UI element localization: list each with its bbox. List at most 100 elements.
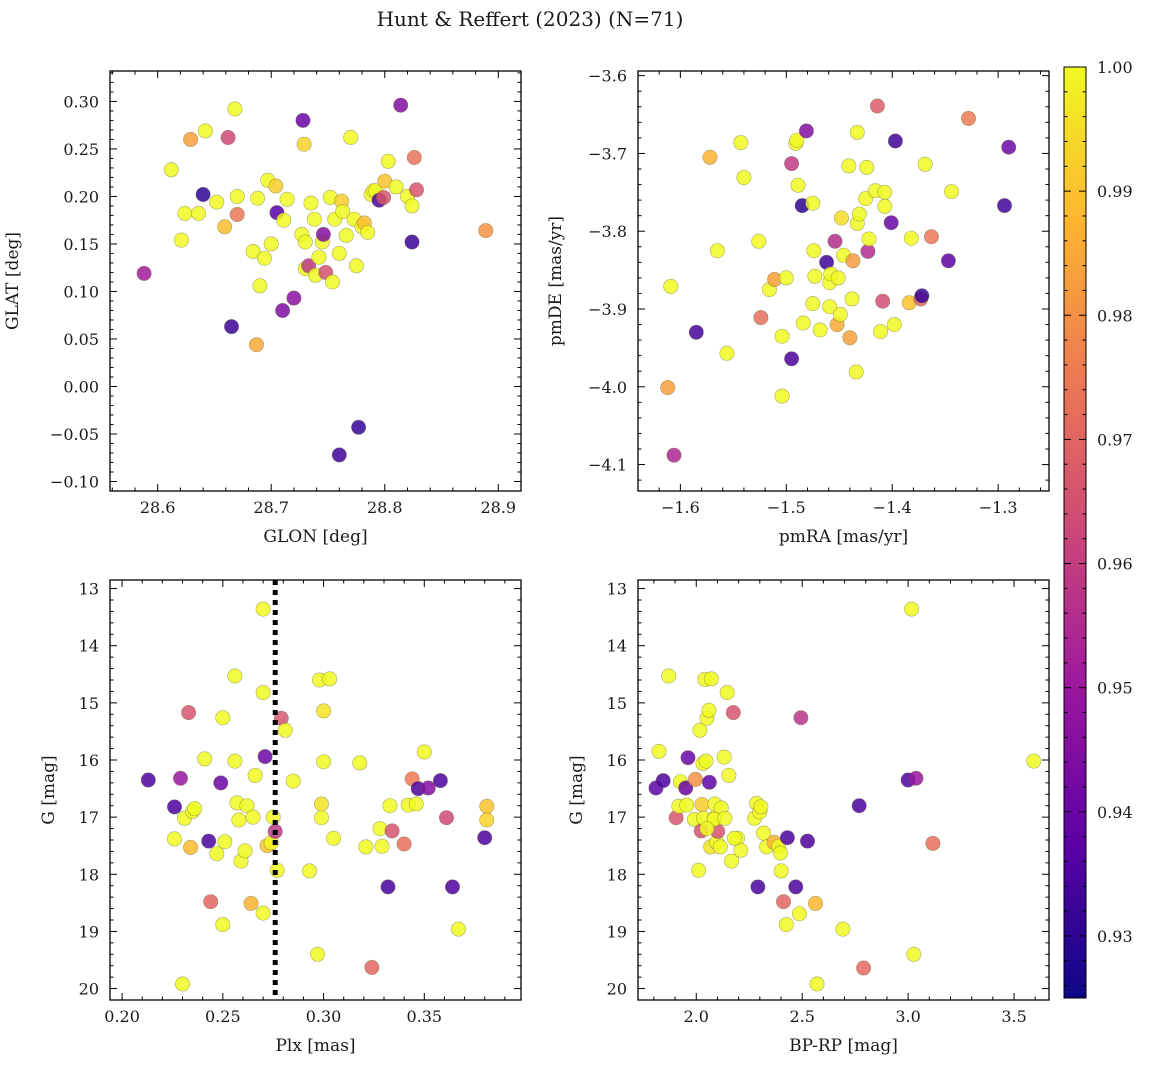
data-point [227, 101, 243, 117]
data-point [856, 960, 872, 976]
y-tick-label: 13 [79, 580, 99, 599]
data-point [678, 780, 694, 796]
data-point [227, 753, 243, 769]
axes-frame [109, 70, 522, 492]
colorbar-gradient-bar [1063, 66, 1087, 999]
y-tick-label: 0.25 [63, 140, 99, 159]
data-point [250, 190, 266, 206]
data-point [712, 839, 728, 855]
data-point [848, 364, 864, 380]
y-tick-label: −3.8 [588, 222, 627, 241]
data-point [255, 601, 271, 617]
scatter-points [648, 601, 1042, 992]
data-point [660, 380, 676, 396]
y-tick-label: 18 [79, 865, 99, 884]
data-point [187, 801, 203, 817]
data-point [276, 212, 292, 228]
plot-area [638, 580, 1049, 1000]
data-point [209, 194, 225, 210]
data-point [778, 917, 794, 933]
y-tick-label: −4.1 [588, 456, 627, 475]
scatter-points [660, 98, 1017, 463]
data-point [313, 796, 329, 812]
colorbar-tick-label: 0.98 [1097, 306, 1133, 325]
y-tick-label: 16 [607, 751, 627, 770]
data-point [726, 830, 742, 846]
data-point [822, 299, 838, 315]
data-point [996, 198, 1012, 214]
data-point [313, 810, 329, 826]
data-point [851, 798, 867, 814]
y-axis-label: GLAT [deg] [3, 232, 23, 330]
data-point [181, 705, 197, 721]
y-tick-label: 0.10 [63, 282, 99, 301]
data-point [812, 322, 828, 338]
y-tick-label: 19 [607, 922, 627, 941]
data-point [859, 159, 875, 175]
data-point [663, 278, 679, 294]
data-point [655, 773, 671, 789]
data-point [416, 744, 432, 760]
data-point [709, 243, 725, 259]
data-point [805, 195, 821, 211]
data-point [716, 749, 732, 765]
colorbar-tick-label: 0.97 [1097, 430, 1133, 449]
data-point [406, 150, 422, 166]
data-point [324, 274, 340, 290]
data-point [845, 253, 861, 269]
data-point [835, 921, 851, 937]
data-point [807, 895, 823, 911]
data-point [691, 862, 707, 878]
y-tick-label: 20 [79, 980, 99, 999]
data-point [136, 265, 152, 281]
data-point [352, 755, 368, 771]
data-point [209, 846, 225, 862]
data-point [229, 207, 245, 223]
data-point [778, 270, 794, 286]
x-tick-label: −1.4 [873, 498, 912, 517]
data-point [925, 835, 941, 851]
data-point [237, 843, 253, 859]
axes-frame [637, 579, 1050, 1001]
y-tick-label: −4.0 [588, 378, 627, 397]
data-point [807, 268, 823, 284]
data-point [376, 189, 392, 205]
data-point [687, 771, 703, 787]
data-point [183, 131, 199, 147]
data-point [382, 798, 398, 814]
data-point [903, 601, 919, 617]
data-point [661, 668, 677, 684]
data-point [404, 198, 420, 214]
data-point [220, 130, 236, 146]
data-point [842, 330, 858, 346]
data-point [887, 133, 903, 149]
data-point [247, 767, 263, 783]
data-point [231, 812, 247, 828]
x-tick-label: −1.6 [661, 498, 700, 517]
data-point [1001, 139, 1017, 155]
y-tick-label: 15 [607, 694, 627, 713]
data-point [702, 149, 718, 165]
data-point [275, 302, 291, 318]
data-point [698, 753, 714, 769]
data-point [960, 110, 976, 126]
y-tick-label: 0.20 [63, 187, 99, 206]
y-tick-label: 14 [79, 637, 99, 656]
y-tick-label: −0.10 [50, 472, 99, 491]
scatter-points [136, 97, 494, 463]
data-point [923, 229, 939, 245]
colorbar-tick-label: 0.93 [1097, 927, 1133, 946]
data-point [306, 211, 322, 227]
data-point [351, 419, 367, 435]
data-point [255, 685, 271, 701]
data-point [331, 447, 347, 463]
data-point [699, 821, 715, 837]
data-point [438, 810, 454, 826]
y-tick-label: −3.9 [588, 300, 627, 319]
data-point [420, 780, 436, 796]
data-point [799, 833, 815, 849]
data-point [666, 447, 682, 463]
data-point [163, 162, 179, 178]
data-point [256, 250, 272, 266]
